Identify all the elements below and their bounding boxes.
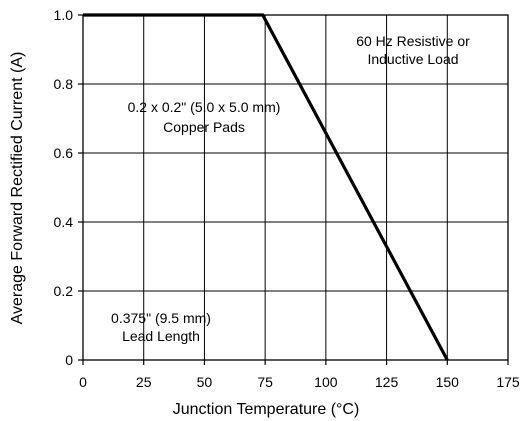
x-tick-label: 175 [496, 374, 520, 390]
series-layer [83, 13, 449, 361]
annotation-lead-length: 0.375" (9.5 mm) Lead Length [111, 310, 211, 344]
x-axis-title: Junction Temperature (°C) [173, 401, 360, 418]
x-tick-label: 125 [375, 374, 399, 390]
x-tick-label: 50 [197, 374, 213, 390]
x-tick-label: 25 [136, 374, 152, 390]
axis-ticks: 0 25 50 75 100 125 150 175 0 0.2 0.4 0.6 0.8 1.0 [54, 7, 520, 390]
y-tick-label: 0.4 [54, 214, 74, 230]
plot-frame [82, 14, 509, 361]
y-tick-label: 0.2 [54, 283, 74, 299]
derating-curve [83, 13, 449, 361]
y-tick-label: 1.0 [54, 7, 74, 23]
annotation-pads-line-1: 0.2 x 0.2" (5.0 x 5.0 mm) [128, 99, 281, 115]
annotation-load-line-1: 60 Hz Resistive or [356, 33, 470, 49]
y-tick-label: 0 [65, 352, 73, 368]
annotation-load-line-2: Inductive Load [367, 51, 458, 67]
x-tick-label: 150 [436, 374, 460, 390]
annotation-pads-line-2: Copper Pads [163, 119, 245, 135]
y-axis-title: Average Forward Rectified Current (A) [9, 52, 26, 325]
annotation-lead-line-2: Lead Length [122, 328, 200, 344]
annotation-lead-line-1: 0.375" (9.5 mm) [111, 310, 211, 326]
x-tick-label: 75 [257, 374, 273, 390]
annotation-load-type: 60 Hz Resistive or Inductive Load [356, 33, 470, 67]
x-tick-label: 100 [314, 374, 338, 390]
grid-lines [83, 15, 508, 360]
x-tick-label: 0 [79, 374, 87, 390]
y-tick-label: 0.6 [54, 145, 74, 161]
y-tick-label: 0.8 [54, 76, 74, 92]
annotation-copper-pads: 0.2 x 0.2" (5.0 x 5.0 mm) Copper Pads [128, 99, 281, 135]
